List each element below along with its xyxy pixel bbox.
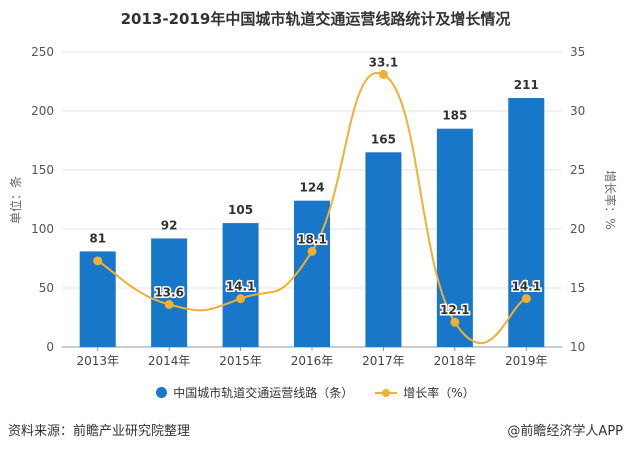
y2-tick-label: 15 <box>570 281 585 295</box>
legend-label-lines: 中国城市轨道交通运营线路（条） <box>173 386 354 400</box>
legend-item-lines[interactable]: 中国城市轨道交通运营线路（条） <box>156 384 353 401</box>
y-tick-label: 200 <box>31 104 54 118</box>
chart-title: 2013-2019年中国城市轨道交通运营线路统计及增长情况 <box>120 10 511 28</box>
legend-line-swatch <box>375 388 398 398</box>
bar-value-label: 81 <box>89 231 106 245</box>
bar <box>365 152 402 347</box>
growth-point <box>164 300 174 310</box>
y-tick-label: 250 <box>31 45 54 59</box>
x-tick-label: 2015年 <box>219 354 262 368</box>
growth-value-label: 14.1 <box>511 280 541 294</box>
x-tick-label: 2019年 <box>505 354 548 368</box>
credit-note: @前瞻经济学人APP <box>507 424 623 439</box>
growth-value-label: 18.1 <box>297 232 327 246</box>
y2-tick-label: 20 <box>570 222 585 236</box>
bar <box>79 251 116 347</box>
bar-value-label: 92 <box>161 218 178 232</box>
source-note: 资料来源：前瞻产业研究院整理 <box>8 424 191 439</box>
x-tick-label: 2014年 <box>148 354 191 368</box>
legend-item-growth[interactable]: 增长率（%） <box>375 384 475 401</box>
growth-value-label: 14.1 <box>226 280 256 294</box>
legend-label-growth: 增长率（%） <box>403 386 475 400</box>
growth-value-label: 13.6 <box>154 286 184 300</box>
y-tick-label: 150 <box>31 163 54 177</box>
y2-tick-label: 25 <box>570 163 585 177</box>
y-axis-title: 单位：条 <box>8 176 23 224</box>
growth-point <box>93 256 103 266</box>
bar-value-label: 124 <box>299 181 324 195</box>
bar <box>436 128 473 347</box>
growth-point <box>450 317 460 327</box>
bar-value-label: 105 <box>228 203 253 217</box>
bar <box>508 98 545 348</box>
growth-point <box>307 246 317 256</box>
x-tick-label: 2018年 <box>434 354 477 368</box>
growth-value-label: 33.1 <box>369 55 399 69</box>
growth-point <box>521 294 531 304</box>
y2-tick-label: 10 <box>570 340 585 354</box>
bar-value-label: 165 <box>371 132 396 146</box>
y-tick-label: 0 <box>46 340 54 354</box>
x-tick-label: 2016年 <box>291 354 334 368</box>
x-tick-label: 2017年 <box>362 354 405 368</box>
growth-value-label: 12.1 <box>440 303 470 317</box>
growth-point <box>378 69 388 79</box>
bar-value-label: 211 <box>514 78 539 92</box>
bar <box>222 223 259 347</box>
y2-axis-title: 增长率：% <box>603 170 618 229</box>
legend: 中国城市轨道交通运营线路（条） 增长率（%） <box>0 384 631 401</box>
growth-point <box>236 294 246 304</box>
y2-tick-label: 35 <box>570 45 585 59</box>
y-tick-label: 50 <box>39 281 54 295</box>
bar <box>151 238 188 347</box>
bar-value-label: 185 <box>442 109 467 123</box>
legend-bar-swatch <box>156 387 168 398</box>
x-tick-label: 2013年 <box>76 354 119 368</box>
y2-tick-label: 30 <box>570 104 585 118</box>
y-tick-label: 100 <box>31 222 54 236</box>
